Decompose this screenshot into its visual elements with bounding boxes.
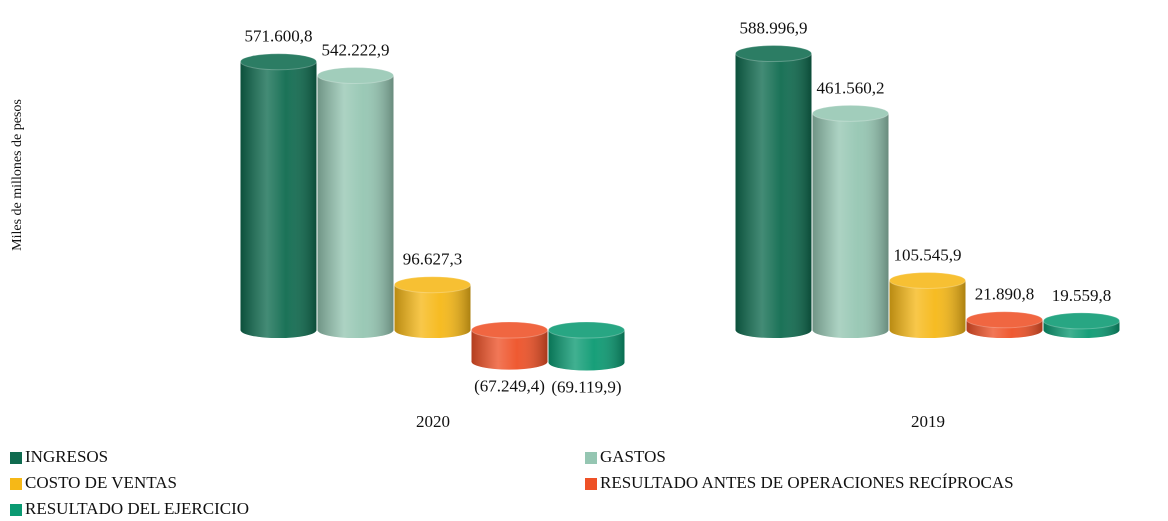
legend-swatch [10, 452, 22, 464]
category-label: 2020 [416, 412, 450, 431]
legend-label: INGRESOS [25, 447, 108, 466]
bar-top-shade [394, 276, 471, 293]
bar-top [317, 67, 394, 85]
y-axis-label: Miles de millones de pesos [10, 99, 25, 251]
bar-top [471, 321, 548, 339]
bar-top-shade [735, 45, 812, 62]
legend-label: RESULTADO DEL EJERCICIO [25, 499, 249, 518]
value-label: (69.119,9) [551, 377, 621, 396]
category-label: 2019 [911, 412, 945, 431]
value-label: 21.890,8 [975, 285, 1035, 304]
bar-top-shade [966, 311, 1043, 328]
bar-shade [812, 113, 889, 331]
bar-top-shade [471, 322, 548, 339]
bar-top-shade [812, 105, 889, 122]
legend-swatch [585, 452, 597, 464]
bar-shade [735, 53, 812, 331]
value-label: 105.545,9 [894, 245, 962, 264]
legend-label: COSTO DE VENTAS [25, 473, 177, 492]
legend-swatch [10, 504, 22, 516]
legend-label: GASTOS [600, 447, 666, 466]
bar-top-shade [548, 322, 625, 339]
bar-shade [240, 61, 317, 331]
bar-shade [889, 280, 966, 331]
bar-top [240, 53, 317, 71]
value-label: 19.559,8 [1052, 286, 1112, 305]
bar-top [394, 276, 471, 294]
legend-swatch [585, 478, 597, 490]
bar-top-shade [317, 67, 394, 84]
bar-top [548, 321, 625, 339]
bar-top-shade [889, 272, 966, 289]
bar-top [889, 272, 966, 290]
value-label: 96.627,3 [403, 250, 463, 269]
value-label: (67.249,4) [474, 377, 545, 396]
bar-top [812, 104, 889, 122]
bar-top [966, 311, 1043, 329]
bar-shade [317, 75, 394, 331]
value-label: 542.222,9 [322, 40, 390, 59]
value-label: 588.996,9 [740, 18, 808, 37]
legend-label: RESULTADO ANTES DE OPERACIONES RECÍPROCA… [600, 473, 1014, 492]
legend-swatch [10, 478, 22, 490]
bar-top-shade [240, 53, 317, 70]
bar-top [1043, 312, 1120, 330]
value-label: 571.600,8 [245, 27, 313, 46]
value-label: 461.560,2 [817, 78, 885, 97]
bar-top [735, 45, 812, 63]
bar-top-shade [1043, 312, 1120, 329]
